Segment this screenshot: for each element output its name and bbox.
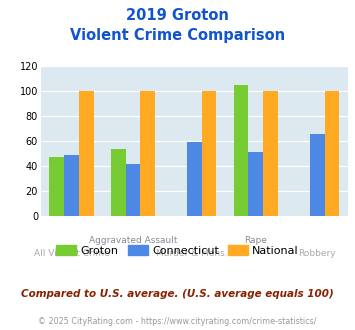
Bar [126,164,140,216]
Text: 2019 Groton: 2019 Groton [126,8,229,23]
Bar [49,157,64,216]
Text: © 2025 CityRating.com - https://www.cityrating.com/crime-statistics/: © 2025 CityRating.com - https://www.city… [38,317,317,326]
Bar [187,142,202,216]
Bar [64,155,79,216]
Legend: Groton, Connecticut, National: Groton, Connecticut, National [52,241,303,260]
Bar [202,91,217,216]
Bar [79,91,94,216]
Bar [234,85,248,216]
Bar [248,152,263,216]
Bar [263,91,278,216]
Bar [324,91,339,216]
Text: Robbery: Robbery [299,249,336,258]
Bar [140,91,155,216]
Text: Violent Crime Comparison: Violent Crime Comparison [70,28,285,43]
Text: Aggravated Assault: Aggravated Assault [89,236,177,245]
Text: All Violent Crime: All Violent Crime [34,249,109,258]
Bar [111,148,126,216]
Text: Compared to U.S. average. (U.S. average equals 100): Compared to U.S. average. (U.S. average … [21,289,334,299]
Bar [310,134,324,216]
Text: Rape: Rape [244,236,267,245]
Text: Murder & Mans...: Murder & Mans... [156,249,233,258]
